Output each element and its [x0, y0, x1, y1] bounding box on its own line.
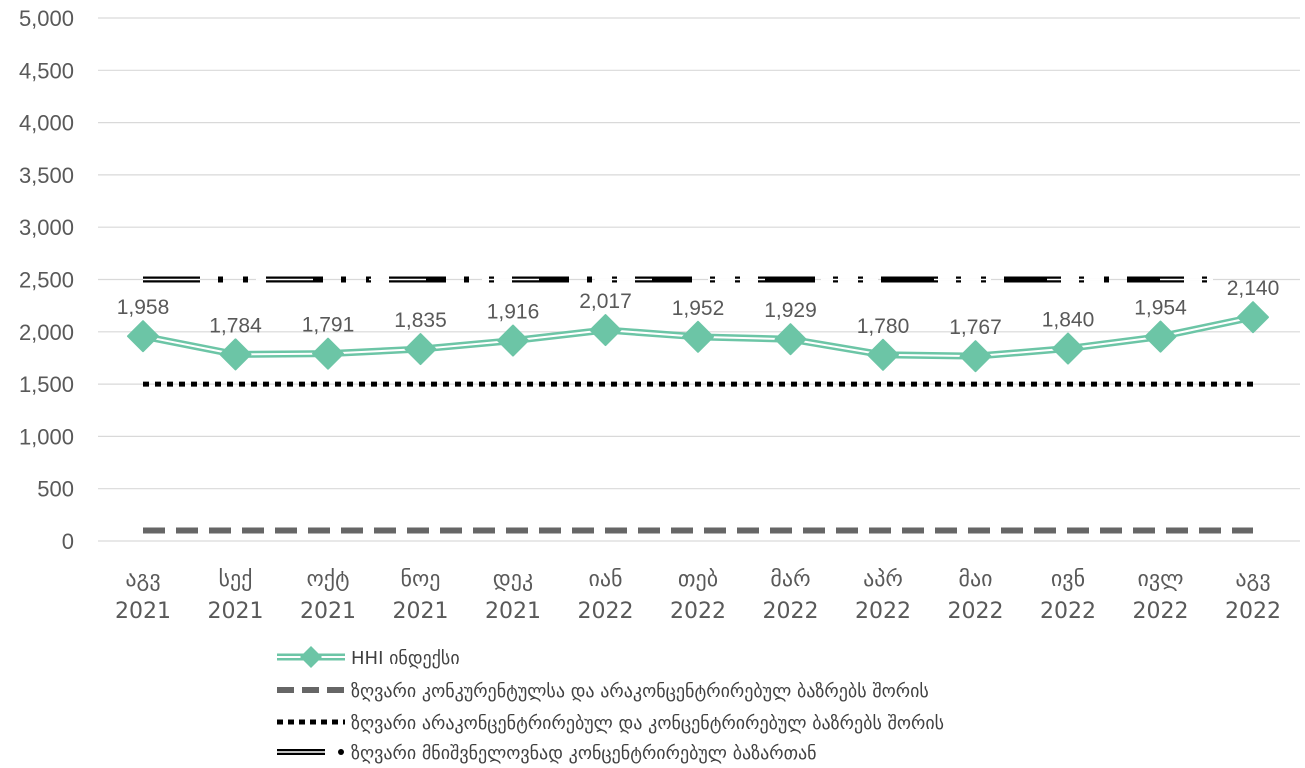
x-tick-year: 2021 [300, 599, 356, 624]
y-tick-label: 2,000 [19, 320, 74, 345]
x-tick-month: მაი [958, 567, 992, 592]
hhi-point [312, 337, 344, 370]
data-label: 1,780 [857, 315, 910, 338]
y-tick-label: 0 [62, 529, 74, 554]
x-tick-month: დეკ [493, 567, 533, 592]
x-tick-month: ოქტ [307, 567, 350, 592]
legend-label: ზღვარი მნიშვნელოვნად კონცენტრირებულ ბაზა… [351, 743, 817, 764]
x-tick-year: 2022 [763, 599, 819, 624]
legend-swatch-dashdot-dot [338, 749, 344, 755]
y-tick-label: 1,500 [19, 372, 74, 397]
x-tick-year: 2021 [485, 599, 541, 624]
legend-swatch-hhi-marker [300, 646, 322, 668]
legend-label: ზღვარი კონკურენტულსა და არაკონცენტრირებუ… [351, 681, 929, 702]
hhi-point [682, 320, 714, 353]
hhi-point [589, 314, 622, 347]
x-tick-year: 2022 [948, 599, 1004, 624]
x-tick-year: 2022 [855, 599, 911, 624]
y-tick-label: 500 [37, 477, 74, 502]
plot-area: 1,958 1,784 1,791 1,835 1,916 2,017 1,952 1,929… [117, 276, 1280, 534]
legend-label: HHI ინდექსი [351, 648, 460, 669]
legend: HHI ინდექსი ზღვარი კონკურენტულსა და არაკო… [277, 646, 944, 764]
data-label: 1,954 [1134, 297, 1187, 320]
y-tick-label: 2,500 [19, 268, 74, 293]
data-label: 1,916 [487, 301, 540, 324]
data-label: 2,140 [1227, 277, 1280, 300]
x-tick-year: 2022 [578, 599, 634, 624]
data-label: 2,017 [579, 290, 632, 313]
hhi-point [774, 323, 807, 356]
x-tick-month: აგვ [1235, 567, 1270, 592]
hhi-point [1052, 332, 1084, 365]
x-tick-month: ივლ [1137, 567, 1183, 592]
x-tick-year: 2022 [1133, 599, 1189, 624]
x-tick-month: თებ [678, 567, 718, 592]
x-tick-month: სექ [219, 567, 253, 592]
y-tick-label: 4,500 [19, 58, 74, 83]
data-label: 1,835 [394, 309, 447, 332]
x-axis-ticks: აგვ 2021 სექ 2021 ოქტ 2021 ნოე 2021 დეკ 2021 იან 20… [115, 567, 1281, 624]
hhi-point [219, 338, 252, 371]
y-tick-label: 1,000 [19, 424, 74, 449]
x-tick-month: მარ [770, 567, 810, 592]
hhi-point [127, 320, 159, 353]
hhi-point [1237, 301, 1269, 334]
x-tick-year: 2022 [1040, 599, 1096, 624]
hhi-point [404, 333, 437, 366]
y-tick-label: 3,500 [19, 163, 74, 188]
hhi-point [497, 324, 529, 357]
x-tick-month: ივნ [1051, 567, 1085, 592]
x-tick-year: 2021 [115, 599, 171, 624]
legend-label: ზღვარი არაკონცენტრირებულ და კონცენტრირებ… [351, 713, 944, 734]
hhi-point [959, 340, 992, 373]
y-tick-label: 4,000 [19, 111, 74, 136]
x-tick-month: ნოე [401, 567, 441, 592]
y-axis-ticks: 0 500 1,000 1,500 2,000 2,500 3,000 3,500 4,000 4… [19, 6, 74, 554]
data-label: 1,767 [949, 316, 1002, 339]
x-tick-month: იან [588, 567, 622, 592]
data-label: 1,840 [1042, 309, 1095, 332]
data-label: 1,784 [209, 314, 262, 337]
x-tick-year: 2022 [670, 599, 726, 624]
data-label: 1,958 [117, 296, 170, 319]
y-tick-label: 3,000 [19, 215, 74, 240]
data-label: 1,929 [764, 299, 817, 322]
data-label: 1,952 [672, 297, 725, 320]
x-tick-month: აგვ [125, 567, 160, 592]
data-label: 1,791 [302, 314, 355, 337]
hhi-point [1144, 320, 1177, 353]
x-tick-year: 2021 [208, 599, 264, 624]
hhi-point [867, 338, 899, 371]
y-tick-label: 5,000 [19, 6, 74, 31]
x-tick-month: აპრ [863, 567, 903, 592]
x-tick-year: 2021 [393, 599, 449, 624]
x-tick-year: 2022 [1225, 599, 1281, 624]
